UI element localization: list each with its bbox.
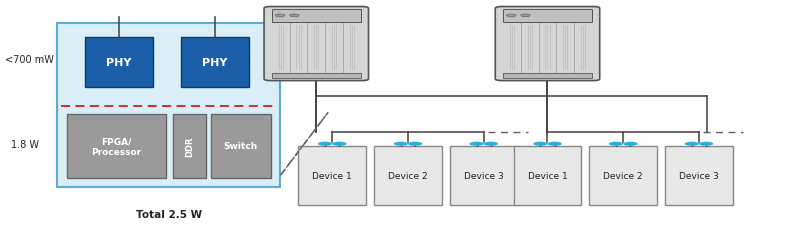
- Circle shape: [484, 142, 498, 146]
- Circle shape: [521, 15, 530, 18]
- Circle shape: [470, 142, 484, 146]
- Bar: [173, 114, 206, 178]
- Text: Switch: Switch: [224, 142, 258, 151]
- Bar: [181, 38, 249, 87]
- Text: 1.8 W: 1.8 W: [11, 139, 39, 149]
- Text: Device 1: Device 1: [528, 171, 567, 180]
- Circle shape: [408, 142, 422, 146]
- Circle shape: [623, 142, 638, 146]
- Text: FPGA/
Processor: FPGA/ Processor: [91, 136, 142, 156]
- Bar: [57, 24, 281, 187]
- Circle shape: [332, 142, 346, 146]
- Text: DDR: DDR: [185, 136, 194, 156]
- Circle shape: [547, 142, 562, 146]
- Bar: [450, 146, 518, 205]
- Text: Device 2: Device 2: [388, 171, 428, 180]
- Text: Total 2.5 W: Total 2.5 W: [136, 209, 202, 219]
- Text: PHY: PHY: [106, 57, 132, 68]
- Circle shape: [318, 142, 332, 146]
- Bar: [665, 146, 733, 205]
- Bar: [374, 146, 442, 205]
- Circle shape: [275, 15, 285, 18]
- Bar: [66, 114, 166, 178]
- Bar: [85, 38, 153, 87]
- Bar: [590, 146, 657, 205]
- FancyBboxPatch shape: [264, 8, 369, 81]
- Bar: [514, 146, 582, 205]
- Text: PHY: PHY: [202, 57, 227, 68]
- Bar: [298, 146, 366, 205]
- Circle shape: [609, 142, 623, 146]
- Text: Device 2: Device 2: [603, 171, 643, 180]
- Bar: [272, 10, 361, 23]
- Bar: [272, 73, 361, 79]
- Circle shape: [533, 142, 547, 146]
- Bar: [503, 10, 592, 23]
- FancyBboxPatch shape: [495, 8, 600, 81]
- Circle shape: [685, 142, 699, 146]
- Text: Device 1: Device 1: [312, 171, 352, 180]
- Bar: [503, 73, 592, 79]
- Bar: [211, 114, 271, 178]
- Circle shape: [506, 15, 516, 18]
- Text: Device 3: Device 3: [679, 171, 719, 180]
- Circle shape: [394, 142, 408, 146]
- Text: Device 3: Device 3: [464, 171, 503, 180]
- Text: <700 mW: <700 mW: [6, 55, 54, 65]
- Circle shape: [699, 142, 714, 146]
- Circle shape: [290, 15, 299, 18]
